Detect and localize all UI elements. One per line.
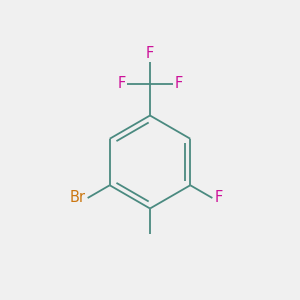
Text: F: F [118,76,126,92]
Text: F: F [174,76,182,92]
Text: F: F [214,190,222,206]
Text: Br: Br [70,190,86,206]
Text: F: F [146,46,154,61]
